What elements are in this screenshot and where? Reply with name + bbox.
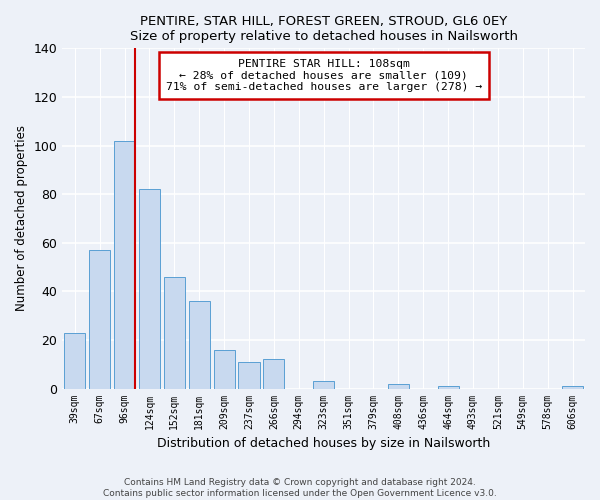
Bar [139, 190, 160, 388]
Title: PENTIRE, STAR HILL, FOREST GREEN, STROUD, GL6 0EY
Size of property relative to d: PENTIRE, STAR HILL, FOREST GREEN, STROUD… [130, 15, 518, 43]
Bar [64, 332, 85, 388]
X-axis label: Distribution of detached houses by size in Nailsworth: Distribution of detached houses by size … [157, 437, 490, 450]
Bar [214, 350, 235, 389]
Bar [114, 140, 135, 388]
Y-axis label: Number of detached properties: Number of detached properties [15, 126, 28, 312]
Bar [238, 362, 260, 388]
Bar [388, 384, 409, 388]
Bar [188, 301, 210, 388]
Bar [437, 386, 458, 388]
Bar [89, 250, 110, 388]
Text: PENTIRE STAR HILL: 108sqm
← 28% of detached houses are smaller (109)
71% of semi: PENTIRE STAR HILL: 108sqm ← 28% of detac… [166, 58, 482, 92]
Bar [313, 382, 334, 388]
Bar [263, 360, 284, 388]
Bar [164, 277, 185, 388]
Text: Contains HM Land Registry data © Crown copyright and database right 2024.
Contai: Contains HM Land Registry data © Crown c… [103, 478, 497, 498]
Bar [562, 386, 583, 388]
